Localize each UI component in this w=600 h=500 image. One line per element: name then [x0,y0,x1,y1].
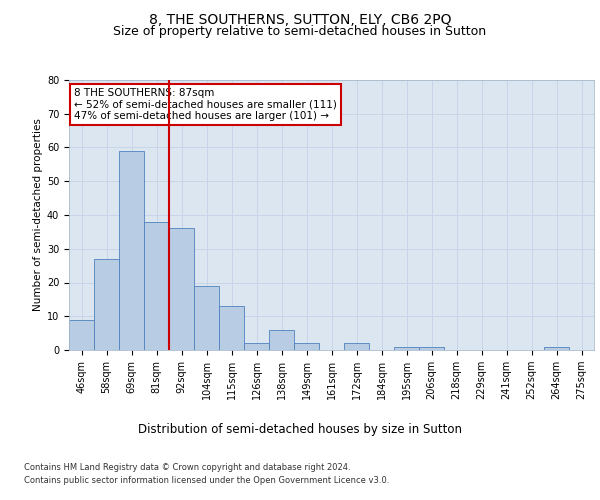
Bar [244,343,269,350]
Text: 8, THE SOUTHERNS, SUTTON, ELY, CB6 2PQ: 8, THE SOUTHERNS, SUTTON, ELY, CB6 2PQ [149,12,451,26]
Text: Contains public sector information licensed under the Open Government Licence v3: Contains public sector information licen… [24,476,389,485]
Text: Size of property relative to semi-detached houses in Sutton: Size of property relative to semi-detach… [113,25,487,38]
Bar [219,306,244,350]
Bar [394,346,419,350]
Bar [419,346,444,350]
Bar [144,222,169,350]
Bar [69,320,94,350]
Bar [94,259,119,350]
Bar [544,346,569,350]
Bar [344,343,369,350]
Bar [194,286,219,350]
Bar [269,330,294,350]
Text: 8 THE SOUTHERNS: 87sqm
← 52% of semi-detached houses are smaller (111)
47% of se: 8 THE SOUTHERNS: 87sqm ← 52% of semi-det… [74,88,337,122]
Bar [119,151,144,350]
Y-axis label: Number of semi-detached properties: Number of semi-detached properties [33,118,43,312]
Text: Distribution of semi-detached houses by size in Sutton: Distribution of semi-detached houses by … [138,422,462,436]
Bar [169,228,194,350]
Bar [294,343,319,350]
Text: Contains HM Land Registry data © Crown copyright and database right 2024.: Contains HM Land Registry data © Crown c… [24,462,350,471]
